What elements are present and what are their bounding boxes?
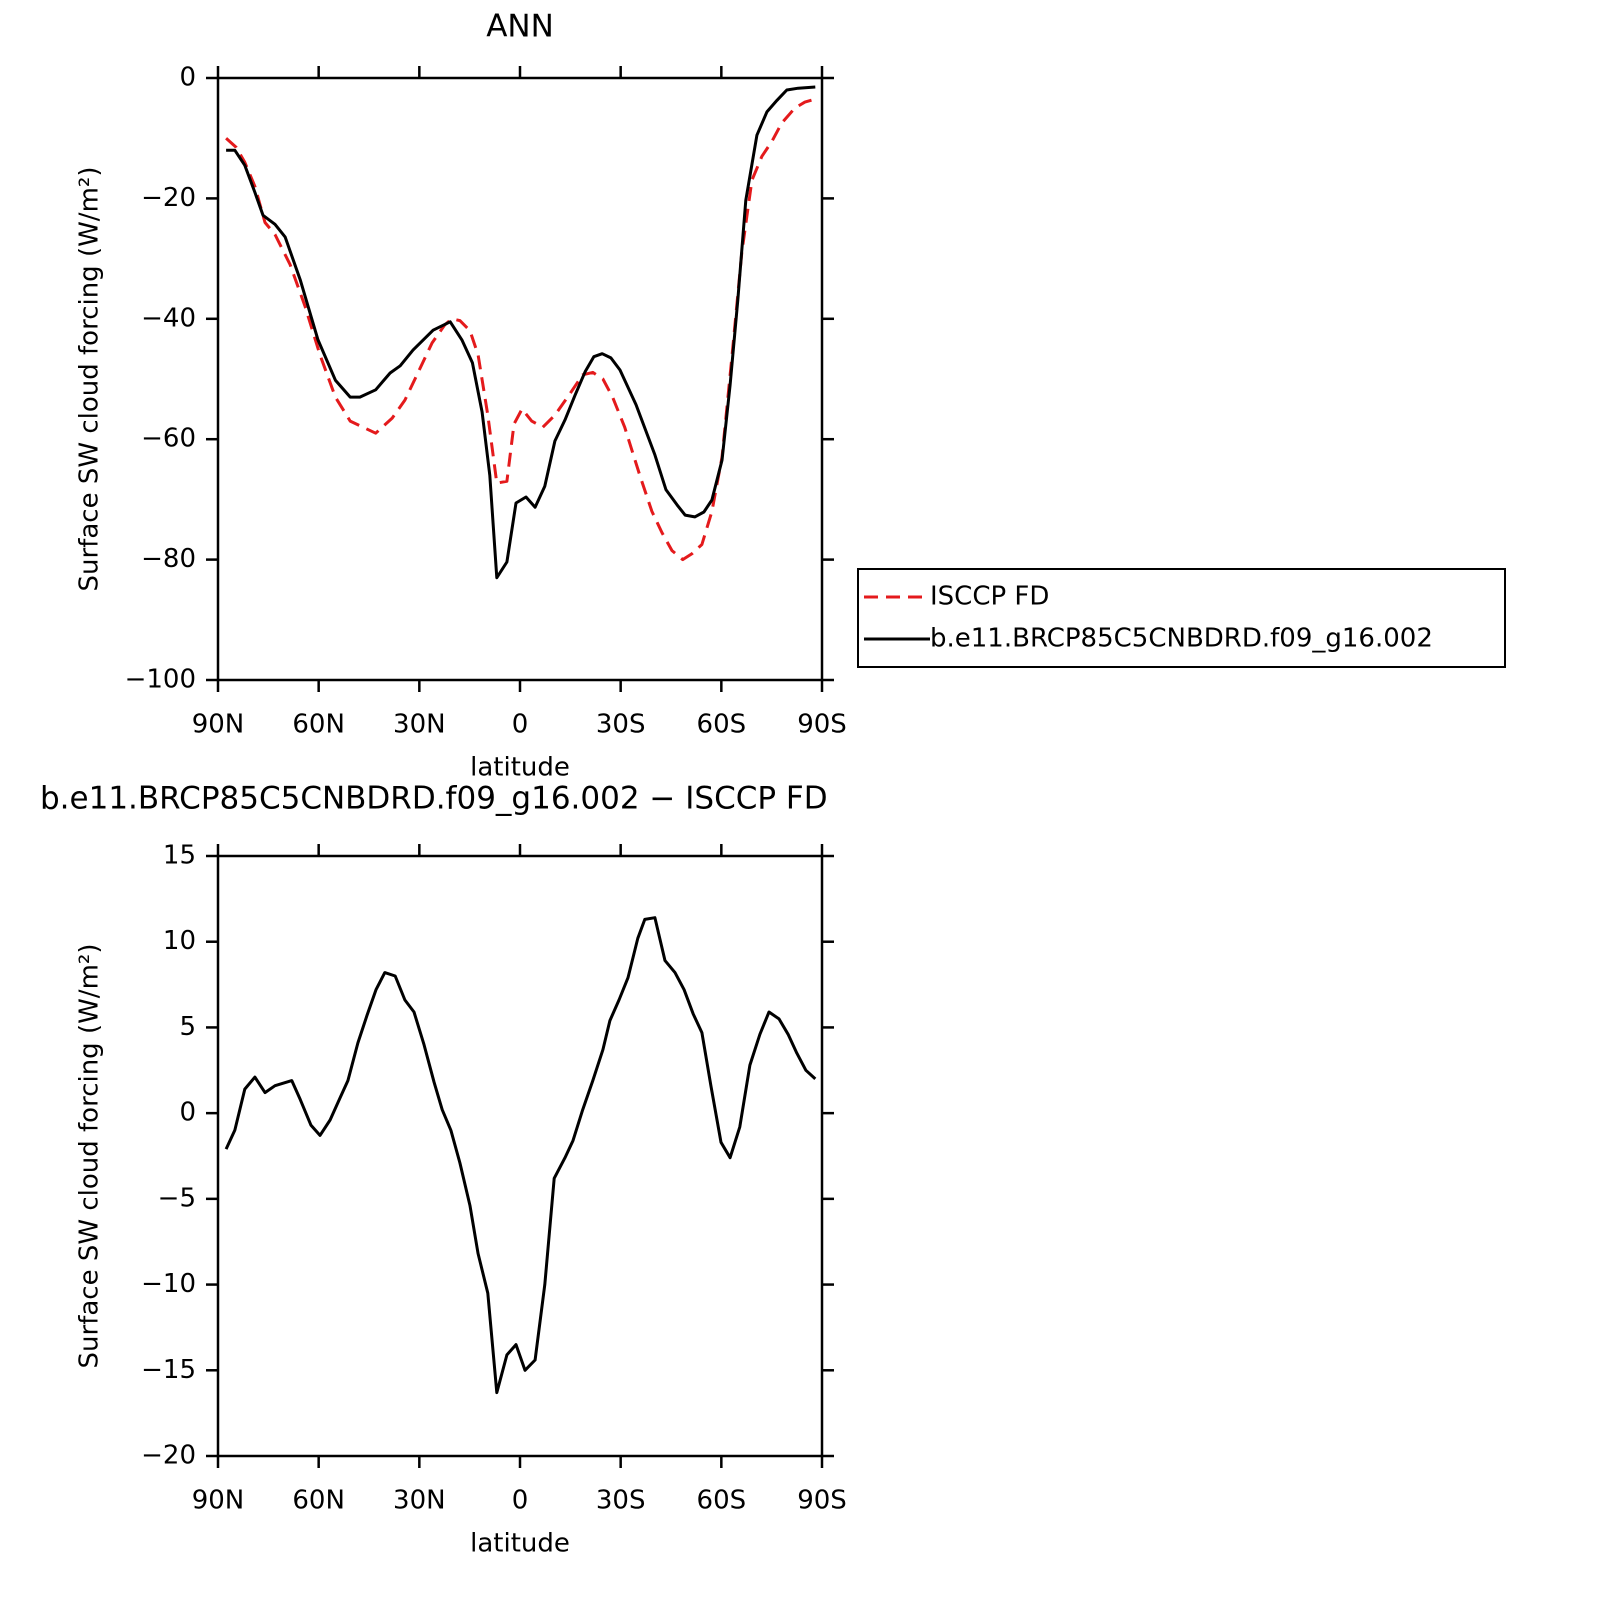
y-tick-label: −10 <box>141 1269 196 1299</box>
x-tick-label: 90S <box>797 1486 847 1516</box>
legend-box <box>857 568 1506 668</box>
x-tick-label: 90N <box>192 1486 245 1516</box>
y-tick-label: −40 <box>141 303 196 333</box>
x-tick-label: 90S <box>797 710 847 740</box>
x-tick-label: 30N <box>393 1486 446 1516</box>
chart-title: b.e11.BRCP85C5CNBDRD.f09_g16.002 − ISCCP… <box>40 781 828 817</box>
x-tick-label: 30S <box>596 1486 646 1516</box>
y-tick-label: 15 <box>163 841 196 871</box>
y-tick-label: 10 <box>163 926 196 956</box>
y-tick-label: 5 <box>179 1012 196 1042</box>
x-tick-label: 60N <box>292 1486 345 1516</box>
y-axis-label: Surface SW cloud forcing (W/m²) <box>75 944 105 1369</box>
x-tick-label: 60N <box>292 710 345 740</box>
y-tick-label: −80 <box>141 544 196 574</box>
x-tick-label: 60S <box>697 710 747 740</box>
y-tick-label: −60 <box>141 424 196 454</box>
y-tick-label: −15 <box>141 1355 196 1385</box>
y-tick-label: 0 <box>179 1098 196 1128</box>
y-tick-label: −100 <box>125 665 196 695</box>
legend-label: ISCCP FD <box>930 582 1049 612</box>
x-tick-label: 0 <box>512 1486 529 1516</box>
data-line <box>226 85 816 580</box>
x-tick-label: 90N <box>192 710 245 740</box>
x-tick-label: 30N <box>393 710 446 740</box>
x-tick-label: 60S <box>697 1486 747 1516</box>
y-tick-label: −5 <box>158 1183 196 1213</box>
x-axis-label: latitude <box>470 753 570 783</box>
legend: ISCCP FD b.e11.BRCP85C5CNBDRD.f09_g16.002 <box>857 568 1506 668</box>
y-tick-label: −20 <box>141 183 196 213</box>
y-tick-label: −20 <box>141 1441 196 1471</box>
x-tick-label: 30S <box>596 710 646 740</box>
y-tick-label: 0 <box>179 63 196 93</box>
legend-label: b.e11.BRCP85C5CNBDRD.f09_g16.002 <box>930 624 1433 654</box>
data-line <box>224 916 817 1395</box>
y-axis-label: Surface SW cloud forcing (W/m²) <box>75 167 105 592</box>
chart-title: ANN <box>486 9 554 45</box>
x-axis-label: latitude <box>470 1529 570 1559</box>
x-tick-label: 0 <box>512 710 529 740</box>
